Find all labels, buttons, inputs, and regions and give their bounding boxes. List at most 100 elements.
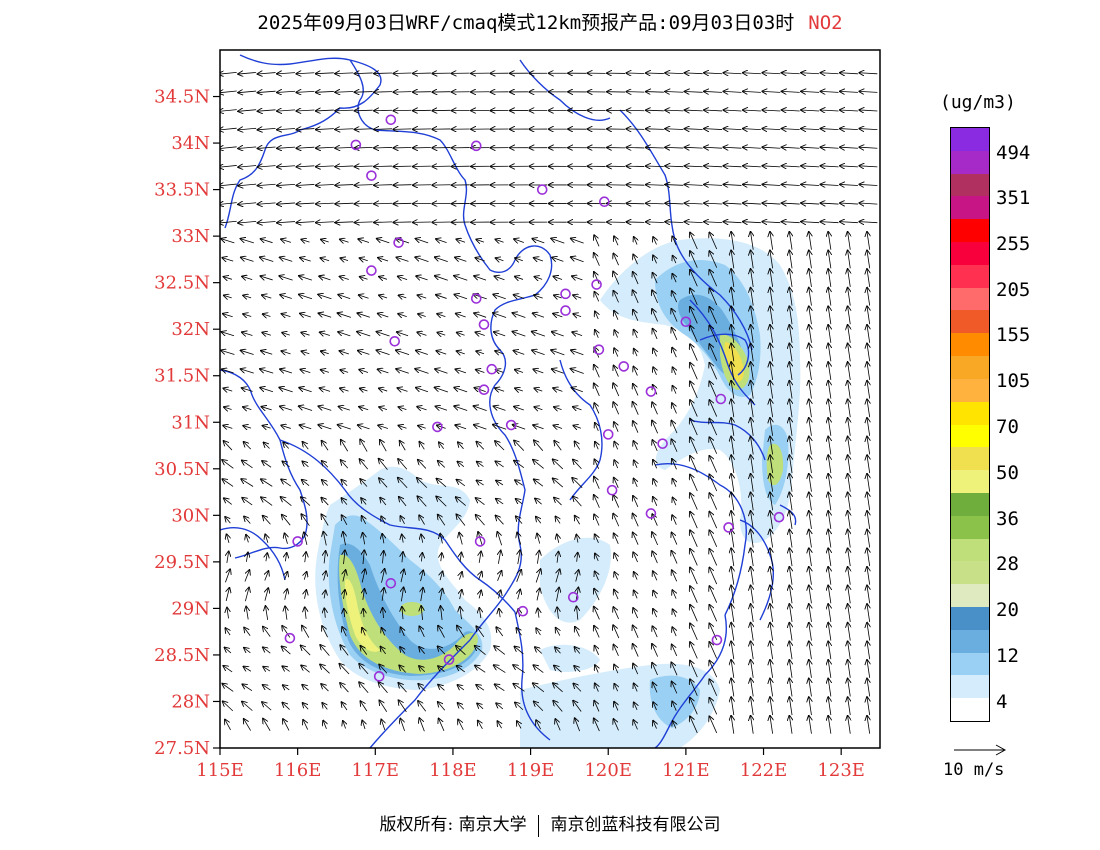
wind-arrow: [338, 332, 351, 336]
wind-arrow: [743, 222, 761, 223]
wind-arrow: [709, 270, 718, 287]
wind-arrow: [457, 351, 465, 354]
wind-arrow: [534, 479, 544, 487]
wind-arrow: [594, 607, 600, 620]
wind-arrow: [324, 608, 325, 618]
wind-arrow: [355, 110, 373, 111]
wind-arrow: [223, 426, 233, 429]
wind-arrow: [665, 203, 684, 204]
wind-arrow: [809, 362, 812, 381]
wind-arrow: [709, 512, 718, 529]
wind-arrow: [665, 73, 684, 74]
legend-label: 12: [996, 645, 1019, 667]
wind-arrow: [379, 459, 388, 470]
wind-arrow: [360, 277, 368, 280]
wind-arrow: [280, 369, 293, 373]
station-marker: [773, 511, 785, 523]
wind-arrow: [277, 128, 296, 129]
wind-arrow: [709, 326, 718, 343]
wind-arrow: [552, 332, 564, 337]
wind-arrow: [300, 258, 311, 261]
wind-arrow: [770, 623, 773, 641]
wind-arrow: [723, 203, 742, 204]
wind-arrow: [281, 425, 291, 428]
wind-arrow: [357, 313, 370, 318]
wind-arrow: [374, 147, 393, 148]
wind-arrow: [743, 184, 761, 185]
wind-arrow: [751, 232, 754, 250]
wind-arrow: [789, 511, 792, 529]
wind-arrow: [476, 442, 485, 450]
station-marker: [393, 237, 404, 248]
wind-arrow: [751, 660, 754, 678]
wind-arrow: [296, 222, 315, 223]
wind-arrow: [455, 425, 467, 429]
wind-arrow: [646, 110, 664, 111]
wind-arrow: [690, 512, 698, 529]
wind-arrow: [305, 590, 307, 599]
wind-arrow: [401, 627, 405, 637]
station-marker: [432, 421, 443, 433]
wind-arrow: [554, 276, 563, 279]
wind-arrow: [518, 550, 520, 565]
wind-arrow: [359, 407, 369, 410]
wind-arrow: [709, 251, 718, 268]
wind-vectors: [220, 72, 878, 734]
wind-arrow: [513, 332, 526, 337]
wind-arrow: [454, 294, 468, 300]
wind-arrow: [634, 460, 637, 468]
wind-arrow: [516, 516, 523, 524]
vector-reference-arrow: [954, 744, 1007, 756]
wind-arrow: [359, 370, 369, 373]
lat-tick-label: 28.5N: [154, 645, 210, 666]
wind-arrow: [709, 419, 718, 436]
wind-arrow: [322, 703, 327, 710]
legend-swatch: [951, 196, 989, 220]
station-marker: [443, 654, 455, 665]
wind-arrow: [260, 369, 274, 374]
lat-tick-label: 31N: [171, 412, 210, 433]
wind-arrow: [652, 290, 658, 304]
wind-arrow: [417, 407, 427, 410]
wind-arrow: [828, 623, 831, 641]
wind-arrow: [515, 370, 524, 373]
wind-arrow: [614, 533, 619, 544]
wind-arrow: [396, 350, 410, 356]
wind-arrow: [743, 129, 761, 130]
wind-arrow: [324, 551, 325, 564]
wind-arrow: [435, 369, 448, 374]
wind-arrow: [575, 718, 581, 732]
wind-arrow: [646, 73, 664, 74]
wind-arrow: [322, 441, 329, 451]
wind-arrow: [809, 492, 812, 511]
wind-arrow: [417, 478, 428, 488]
legend-swatch: [951, 470, 989, 494]
wind-arrow: [653, 460, 657, 469]
wind-arrow: [301, 645, 311, 656]
wind-arrow: [243, 314, 252, 317]
wind-arrow: [418, 314, 426, 317]
wind-arrow: [653, 609, 657, 618]
wind-arrow: [400, 516, 404, 525]
wind-arrow: [300, 313, 311, 316]
wind-arrow: [379, 295, 388, 298]
wind-arrow: [497, 721, 501, 729]
wind-arrow: [575, 627, 580, 637]
wind-arrow: [238, 166, 257, 168]
wind-arrow: [460, 607, 462, 620]
wind-arrow: [613, 291, 619, 303]
wind-arrow: [241, 350, 254, 355]
wind-arrow: [263, 647, 271, 654]
wind-arrow: [360, 479, 368, 487]
wind-arrow: [221, 239, 235, 244]
wind-arrow: [534, 295, 543, 298]
wind-arrow: [495, 276, 505, 279]
wind-arrow: [478, 532, 483, 546]
wind-arrow: [789, 679, 792, 697]
wind-arrow: [304, 532, 307, 545]
vector-reference-label: 10 m/s: [943, 760, 1005, 780]
wind-arrow: [258, 91, 276, 92]
wind-arrow: [362, 516, 366, 525]
wind-arrow: [782, 91, 800, 92]
legend-swatch: [951, 219, 989, 243]
